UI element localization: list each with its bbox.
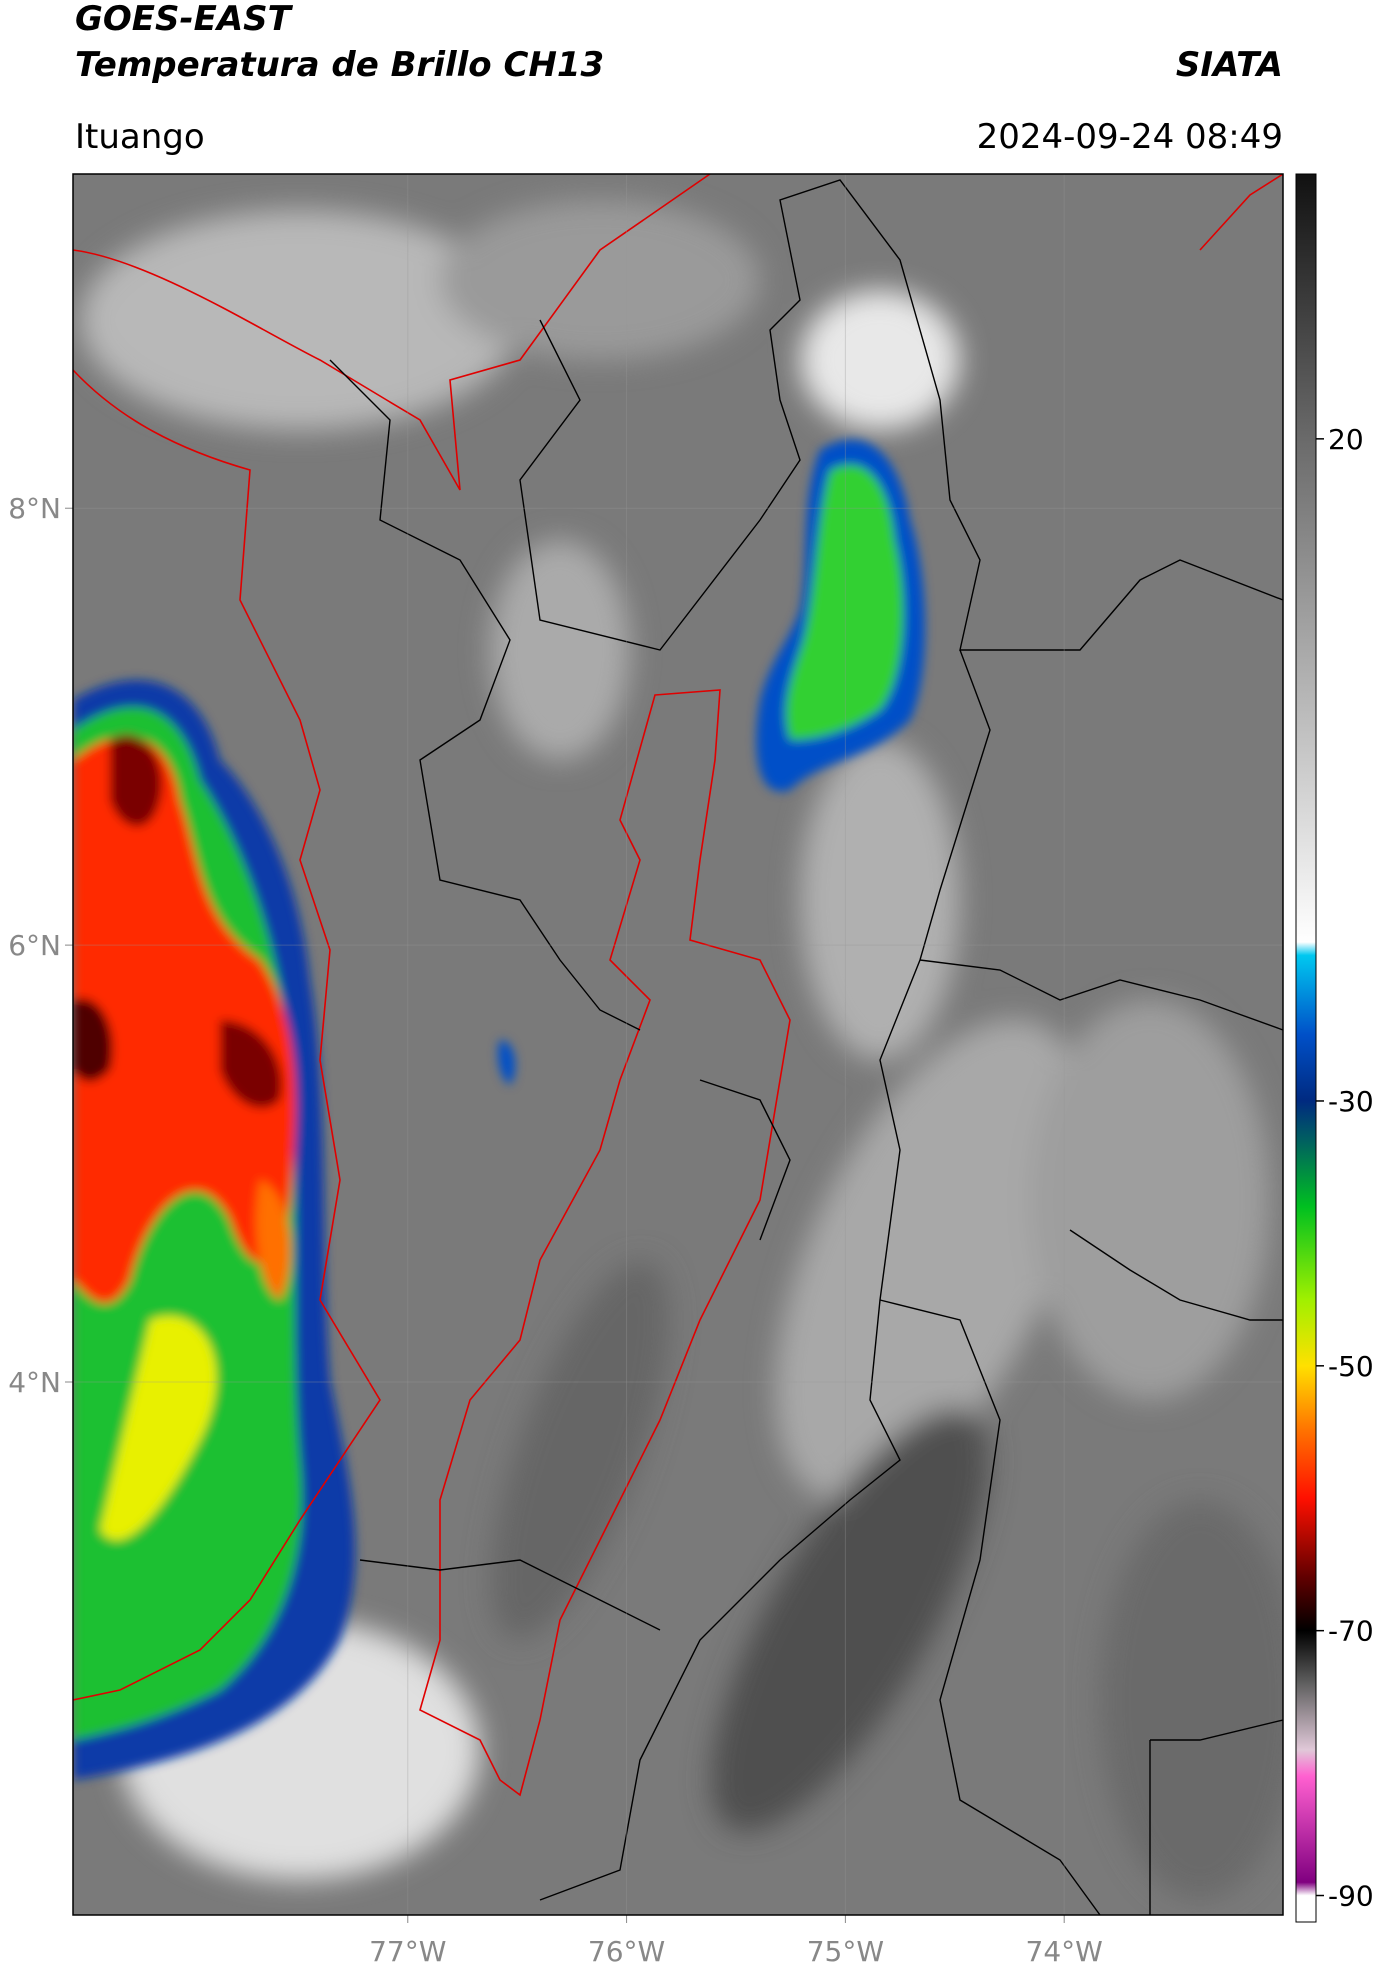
subtitle: Temperatura de Brillo CH13 xyxy=(75,45,604,85)
title: GOES-EAST xyxy=(75,0,294,39)
location: Ituango xyxy=(75,117,205,157)
x-tick-label: 75°W xyxy=(807,1935,884,1968)
colorbar-tick-label: -50 xyxy=(1328,1350,1374,1383)
x-tick-label: 77°W xyxy=(369,1935,446,1968)
borders xyxy=(329,179,1283,1915)
map-frame xyxy=(72,173,1284,1916)
coastline xyxy=(73,174,1283,1797)
colorbar-tick-label: -70 xyxy=(1328,1615,1374,1648)
datetime: 2024-09-24 08:49 xyxy=(977,117,1283,157)
x-tick-label: 76°W xyxy=(588,1935,665,1968)
colorbar-tick-label: 20 xyxy=(1328,423,1364,456)
colorbar-tick-label: -30 xyxy=(1328,1085,1374,1118)
source: SIATA xyxy=(1176,45,1283,85)
y-tick-label: 8°N xyxy=(8,492,61,525)
y-tick-label: 4°N xyxy=(8,1366,61,1399)
satellite-image xyxy=(73,174,1283,1915)
colorbar xyxy=(1295,173,1317,1923)
colorbar-tick-label: -90 xyxy=(1328,1880,1374,1913)
y-tick-label: 6°N xyxy=(8,929,61,962)
x-tick-label: 74°W xyxy=(1026,1935,1103,1968)
axes: 77°W 76°W 75°W 74°W 8°N 6°N 4°N xyxy=(8,174,1283,1968)
